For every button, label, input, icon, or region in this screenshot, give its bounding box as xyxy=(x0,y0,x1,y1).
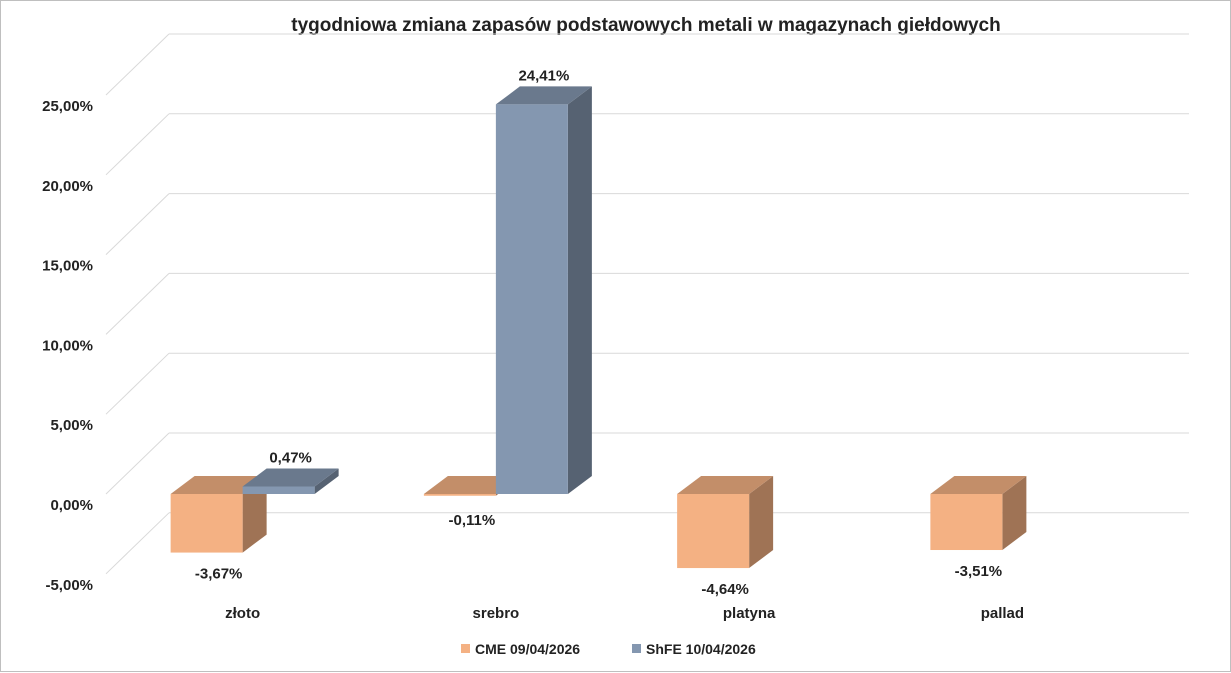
data-label: -3,67% xyxy=(195,566,243,583)
y-tick-label: 15,00% xyxy=(42,258,93,275)
bar-side-face xyxy=(314,468,339,494)
bar xyxy=(170,476,267,553)
gridlines xyxy=(105,33,1189,575)
bar xyxy=(677,476,774,569)
gridline-diagonal xyxy=(105,352,170,415)
bar-front-face xyxy=(242,486,315,494)
gridline-diagonal xyxy=(105,512,170,575)
gridline-diagonal xyxy=(105,113,170,176)
bar-side-face xyxy=(242,476,267,553)
y-tick-label: 10,00% xyxy=(42,337,93,354)
y-tick-label: 25,00% xyxy=(42,98,93,115)
category-label: złoto xyxy=(225,605,260,622)
legend-swatch-cme xyxy=(461,644,470,653)
chart-title: tygodniowa zmiana zapasów podstawowych m… xyxy=(291,15,1001,36)
bar-front-face xyxy=(930,494,1003,551)
bar-front-face xyxy=(677,494,750,569)
bar-front-face xyxy=(423,494,496,496)
bar xyxy=(930,476,1027,551)
gridline-diagonal xyxy=(105,273,170,335)
gridline-diagonal xyxy=(105,432,170,495)
bars xyxy=(170,86,1027,569)
y-tick-label: -5,00% xyxy=(45,577,93,594)
y-tick-label: 0,00% xyxy=(50,497,93,514)
y-tick-label: 5,00% xyxy=(50,417,93,434)
bar-top-face xyxy=(242,468,339,487)
bar-top-face xyxy=(930,476,1027,494)
data-labels: -3,67% 0,47% -0,11% 24,41% -4,64% -3,51% xyxy=(195,67,1002,598)
bar-top-face xyxy=(495,86,592,105)
category-label: srebro xyxy=(473,605,520,622)
bar-top-face xyxy=(677,476,774,494)
bar-front-face xyxy=(170,494,243,553)
legend-label-cme: CME 09/04/2026 xyxy=(475,641,580,657)
y-axis-tick-labels: -5,00% 0,00% 5,00% 10,00% 15,00% 20,00% 25,00% xyxy=(42,98,93,594)
bar-side-face xyxy=(749,476,774,569)
data-label: -3,51% xyxy=(955,563,1003,580)
legend: CME 09/04/2026 ShFE 10/04/2026 xyxy=(461,641,756,657)
bar-side-face xyxy=(1002,476,1027,551)
bar-front-face xyxy=(495,104,568,495)
legend-swatch-shfe xyxy=(632,644,641,653)
bar xyxy=(495,86,592,495)
category-label: pallad xyxy=(981,605,1024,622)
y-tick-label: 20,00% xyxy=(42,178,93,195)
data-label: 24,41% xyxy=(518,67,569,84)
x-axis-category-labels: złoto srebro platyna pallad xyxy=(225,605,1024,622)
bar xyxy=(242,468,339,494)
data-label: 0,47% xyxy=(269,449,312,466)
legend-label-shfe: ShFE 10/04/2026 xyxy=(646,641,756,657)
gridline-diagonal xyxy=(105,33,170,96)
data-label: -4,64% xyxy=(701,581,749,598)
category-label: platyna xyxy=(723,605,776,622)
bar-side-face xyxy=(567,86,592,495)
gridline-diagonal xyxy=(105,193,170,255)
data-label: -0,11% xyxy=(449,512,496,529)
